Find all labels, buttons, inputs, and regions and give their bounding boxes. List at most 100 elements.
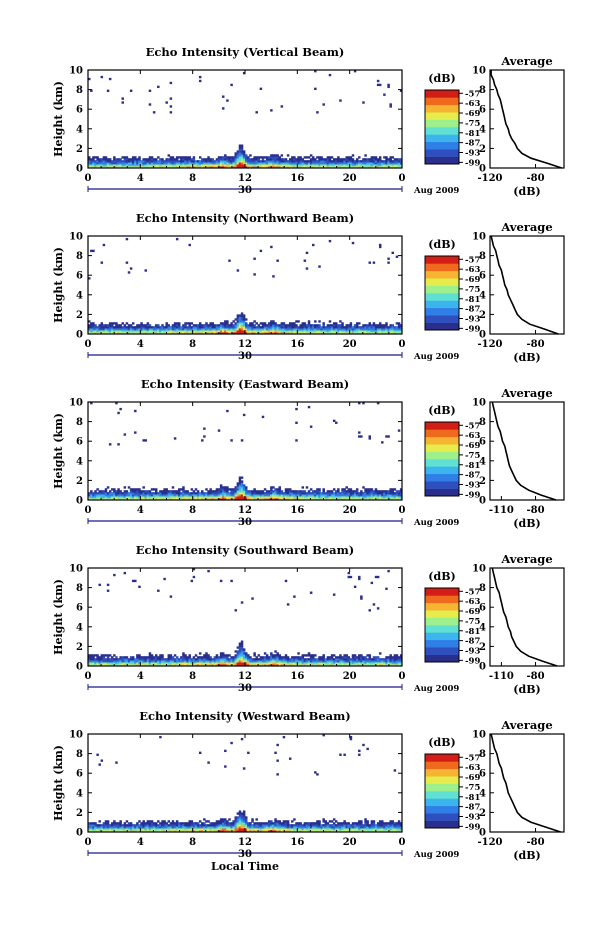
- heatmap-cell: [378, 662, 382, 665]
- heatmap-cell: [343, 166, 346, 169]
- heatmap-cell: [376, 824, 380, 827]
- heatmap-cell: [205, 160, 208, 163]
- heatmap-cell: [215, 162, 219, 165]
- heatmap-cell: [320, 326, 323, 329]
- heatmap-cell: [115, 660, 118, 663]
- heatmap-cell: [276, 658, 279, 661]
- heatmap-cell: [165, 496, 168, 499]
- heatmap-cell: [299, 490, 302, 493]
- heatmap-cell: [236, 830, 240, 833]
- heatmap-cell: [301, 662, 305, 665]
- heatmap-cell: [280, 492, 284, 495]
- heatmap-cell: [391, 330, 395, 333]
- heatmap-cell: [255, 498, 258, 501]
- heatmap-cell: [213, 664, 217, 667]
- heatmap-cell: [330, 328, 334, 331]
- heatmap-cell: [253, 162, 256, 165]
- heatmap-cell: [322, 328, 325, 331]
- heatmap-cell: [167, 160, 171, 163]
- heatmap-cell: [341, 164, 344, 167]
- heatmap-cell: [318, 332, 321, 335]
- heatmap-cell: [299, 158, 302, 161]
- heatmap-cell: [205, 164, 208, 167]
- heatmap-cell: [272, 498, 275, 501]
- heatmap-cell: [173, 494, 177, 497]
- heatmap-cell: [90, 160, 93, 163]
- heatmap-cell: [316, 664, 319, 667]
- heatmap-cell: [309, 488, 313, 491]
- heatmap-cell: [249, 822, 252, 825]
- heatmap-cell: [131, 166, 135, 169]
- heatmap-cell: [157, 496, 160, 499]
- heatmap-cell: [276, 652, 279, 655]
- heatmap-cell: [309, 164, 313, 167]
- heatmap-cell: [284, 496, 288, 499]
- heatmap-cell: [387, 435, 390, 438]
- heatmap-cell: [307, 652, 311, 655]
- heatmap-cell: [249, 330, 252, 333]
- heatmap-cell: [221, 324, 225, 327]
- heatmap-cell: [305, 830, 309, 833]
- heatmap-cell: [178, 322, 181, 325]
- heatmap-cell: [224, 830, 227, 833]
- heatmap-cell: [140, 322, 143, 325]
- heatmap-cell: [288, 828, 292, 831]
- heatmap-cell: [391, 498, 395, 501]
- y-tick-label: 6: [76, 105, 83, 116]
- heatmap-cell: [142, 332, 145, 335]
- heatmap-cell: [385, 656, 388, 659]
- heatmap-cell: [154, 828, 158, 831]
- heatmap-cell: [265, 658, 269, 661]
- heatmap-cell: [163, 664, 166, 667]
- heatmap-cell: [268, 498, 271, 501]
- heatmap-cell: [230, 324, 233, 327]
- heatmap-cell: [238, 154, 242, 157]
- heatmap-cell: [326, 162, 330, 165]
- heatmap-cell: [142, 162, 145, 165]
- heatmap-cell: [284, 824, 288, 827]
- heatmap-cell: [245, 488, 248, 491]
- heatmap-cell: [370, 158, 374, 161]
- heatmap-cell: [113, 322, 116, 325]
- heatmap-cell: [288, 158, 292, 161]
- heatmap-cell: [326, 498, 330, 501]
- heatmap-cell: [121, 658, 124, 661]
- heatmap-cell: [343, 664, 346, 667]
- heatmap-cell: [395, 826, 399, 829]
- heatmap-cell: [353, 498, 357, 501]
- heatmap-cell: [92, 158, 95, 161]
- heatmap-cell: [301, 322, 305, 325]
- heatmap-cell: [90, 166, 93, 169]
- heatmap-cell: [353, 166, 357, 169]
- heatmap-cell: [178, 162, 181, 165]
- heatmap-cell: [190, 326, 194, 329]
- heatmap-cell: [121, 664, 124, 667]
- colorbar-tick-label: -63: [465, 99, 480, 109]
- heatmap-cell: [247, 494, 250, 497]
- heatmap-cell: [119, 662, 122, 665]
- heatmap-cell: [272, 326, 275, 329]
- heatmap-cell: [353, 654, 357, 657]
- heatmap-cell: [144, 166, 148, 169]
- heatmap-cell: [142, 494, 145, 497]
- heatmap-cell: [360, 494, 363, 497]
- heatmap-cell: [249, 660, 252, 663]
- heatmap-cell: [311, 824, 315, 827]
- heatmap-cell: [221, 156, 225, 159]
- heatmap-cell: [395, 330, 399, 333]
- heatmap-cell: [171, 324, 175, 327]
- heatmap-cell: [198, 328, 202, 331]
- heatmap-cell: [293, 156, 296, 159]
- heatmap-cell: [320, 660, 323, 663]
- heatmap-cell: [96, 326, 99, 329]
- heatmap-cell: [353, 494, 357, 497]
- heatmap-cell: [152, 496, 156, 499]
- heatmap-cell: [351, 662, 355, 665]
- heatmap-cell: [268, 158, 271, 161]
- heatmap-cell: [314, 822, 317, 825]
- heatmap-cell: [249, 332, 252, 335]
- heatmap-cell: [157, 156, 160, 159]
- heatmap-cell: [381, 328, 384, 331]
- heatmap-cell: [238, 482, 242, 485]
- y-axis-label: Height (km): [52, 81, 65, 157]
